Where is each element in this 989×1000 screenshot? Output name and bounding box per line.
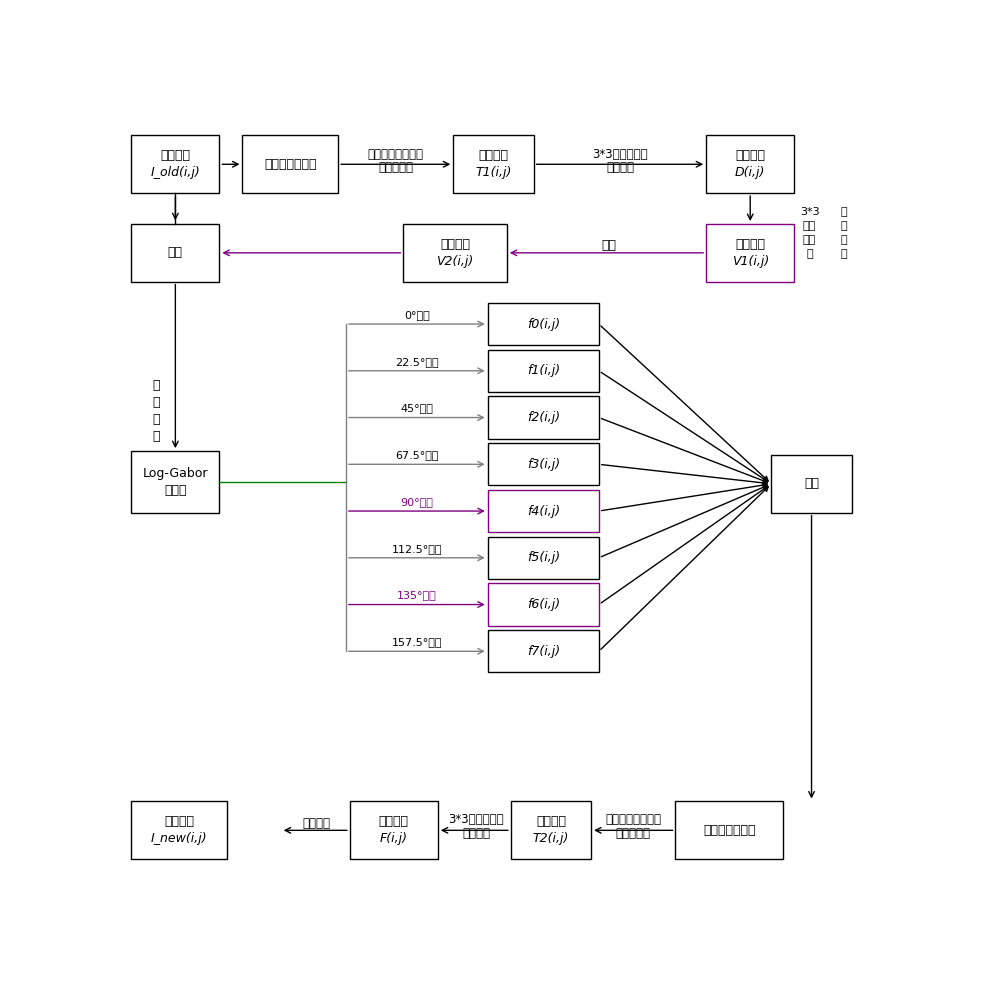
Text: 映: 映 xyxy=(152,413,159,426)
Text: 注意矩阵: 注意矩阵 xyxy=(735,238,765,251)
Bar xyxy=(488,350,599,392)
Text: D(i,j): D(i,j) xyxy=(735,166,765,179)
Text: 侧向抑制: 侧向抑制 xyxy=(462,827,491,840)
Text: 抑制性突触: 抑制性突触 xyxy=(616,827,651,840)
Text: 输出层神经元群: 输出层神经元群 xyxy=(703,824,756,837)
Text: 0°滤波: 0°滤波 xyxy=(404,310,429,320)
Text: 135°滤波: 135°滤波 xyxy=(397,590,437,600)
Text: 侧: 侧 xyxy=(841,207,848,217)
Text: f3(i,j): f3(i,j) xyxy=(527,458,560,471)
Text: f5(i,j): f5(i,j) xyxy=(527,551,560,564)
Bar xyxy=(706,224,794,282)
Text: 原始图像: 原始图像 xyxy=(160,149,190,162)
Bar xyxy=(350,801,438,859)
Text: 112.5°滤波: 112.5°滤波 xyxy=(392,544,442,554)
Text: f0(i,j): f0(i,j) xyxy=(527,318,560,331)
Text: 3*3: 3*3 xyxy=(800,207,820,217)
Text: 加和: 加和 xyxy=(168,246,183,259)
Text: 抑: 抑 xyxy=(841,235,848,245)
Text: 制: 制 xyxy=(841,249,848,259)
Text: T1(i,j): T1(i,j) xyxy=(476,166,511,179)
Bar xyxy=(404,224,507,282)
Text: 结果图像: 结果图像 xyxy=(164,815,194,828)
Bar xyxy=(706,135,794,193)
Text: 野窗: 野窗 xyxy=(803,235,816,245)
Text: 抑制性突触: 抑制性突触 xyxy=(378,161,413,174)
Bar xyxy=(488,303,599,345)
Text: 3*3感受野窗口: 3*3感受野窗口 xyxy=(592,148,648,161)
Text: 记录首次放电时间: 记录首次放电时间 xyxy=(605,813,662,826)
Text: 灰度映射: 灰度映射 xyxy=(303,817,330,830)
Text: 22.5°滤波: 22.5°滤波 xyxy=(395,357,438,367)
Text: 加和: 加和 xyxy=(804,477,819,490)
Text: 时间矩阵: 时间矩阵 xyxy=(479,149,508,162)
Bar xyxy=(771,455,852,513)
Text: 157.5°滤波: 157.5°滤波 xyxy=(392,637,442,647)
Bar xyxy=(132,451,220,513)
Bar xyxy=(132,801,227,859)
Bar xyxy=(242,135,338,193)
Text: 向: 向 xyxy=(841,221,848,231)
Text: 灰: 灰 xyxy=(152,379,159,392)
Bar xyxy=(510,801,591,859)
Text: 滤波器: 滤波器 xyxy=(164,484,187,497)
Text: 度: 度 xyxy=(152,396,159,409)
Text: I_new(i,j): I_new(i,j) xyxy=(151,832,208,845)
Text: 67.5°滤波: 67.5°滤波 xyxy=(395,450,438,460)
Text: F(i,j): F(i,j) xyxy=(380,832,407,845)
Text: V1(i,j): V1(i,j) xyxy=(732,255,768,268)
Text: 映射: 映射 xyxy=(601,239,616,252)
Bar xyxy=(132,135,220,193)
Text: 射: 射 xyxy=(152,430,159,443)
Text: 时序排列: 时序排列 xyxy=(606,161,634,174)
Text: T2(i,j): T2(i,j) xyxy=(533,832,569,845)
Text: 输入层神经元群: 输入层神经元群 xyxy=(264,158,316,171)
Text: V2(i,j): V2(i,j) xyxy=(436,255,474,268)
Bar xyxy=(453,135,534,193)
Bar xyxy=(488,490,599,532)
Text: f4(i,j): f4(i,j) xyxy=(527,505,560,518)
Text: f2(i,j): f2(i,j) xyxy=(527,411,560,424)
Bar xyxy=(488,443,599,485)
Bar xyxy=(488,583,599,626)
Text: 时间矩阵: 时间矩阵 xyxy=(536,815,566,828)
Bar xyxy=(675,801,783,859)
Text: 方差矩阵: 方差矩阵 xyxy=(735,149,765,162)
Text: 记录首次放电时间: 记录首次放电时间 xyxy=(368,148,423,161)
Text: f1(i,j): f1(i,j) xyxy=(527,364,560,377)
Text: 感受: 感受 xyxy=(803,221,816,231)
Text: 45°滤波: 45°滤波 xyxy=(401,403,433,413)
Bar xyxy=(132,224,220,282)
Text: I_old(i,j): I_old(i,j) xyxy=(150,166,200,179)
Text: 3*3感受野窗口: 3*3感受野窗口 xyxy=(448,813,504,826)
Text: 口: 口 xyxy=(806,249,813,259)
Text: 边缘矩阵: 边缘矩阵 xyxy=(379,815,408,828)
Text: f6(i,j): f6(i,j) xyxy=(527,598,560,611)
Text: Log-Gabor: Log-Gabor xyxy=(142,467,208,480)
Text: 注意矩阵: 注意矩阵 xyxy=(440,238,470,251)
Bar xyxy=(488,396,599,439)
Text: 90°滤波: 90°滤波 xyxy=(401,497,433,507)
Text: f7(i,j): f7(i,j) xyxy=(527,645,560,658)
Bar xyxy=(488,537,599,579)
Bar xyxy=(488,630,599,672)
